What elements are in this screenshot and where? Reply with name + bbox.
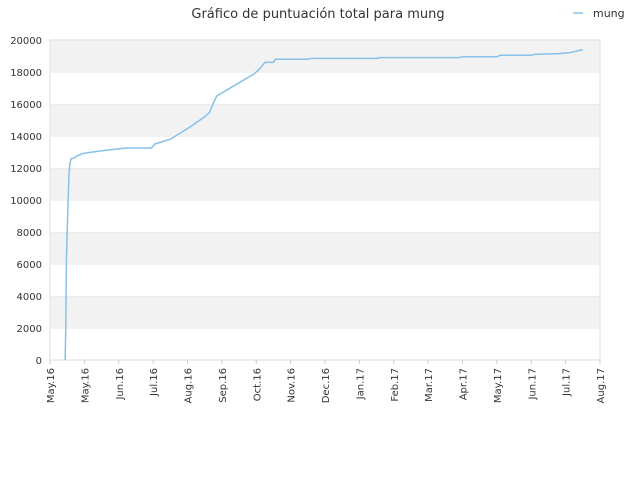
y-tick-label: 8000 (17, 228, 42, 239)
grid-band (50, 168, 600, 200)
grid-band (50, 136, 600, 168)
x-tick-label: Jun.17 (527, 368, 538, 401)
y-tick-label: 2000 (17, 324, 42, 335)
x-tick-label: Jul.16 (149, 368, 160, 397)
grid-band (50, 232, 600, 264)
y-tick-label: 0 (36, 356, 42, 367)
legend-label-mung: mung (593, 7, 625, 20)
x-tick-label: Mar.17 (424, 368, 435, 402)
grid-band (50, 264, 600, 296)
x-tick-label: Nov.16 (287, 368, 298, 403)
x-tick-label: May.16 (80, 368, 91, 403)
y-tick-label: 6000 (17, 260, 42, 271)
y-tick-label: 14000 (10, 132, 42, 143)
x-tick-label: Dec.16 (321, 368, 332, 403)
y-tick-label: 18000 (10, 68, 42, 79)
y-tick-label: 12000 (10, 164, 42, 175)
y-tick-label: 20000 (10, 36, 42, 47)
grid-band (50, 296, 600, 328)
x-tick-label: Aug.17 (596, 368, 607, 403)
grid-band (50, 104, 600, 136)
x-tick-label: Oct.16 (252, 368, 263, 401)
y-tick-label: 16000 (10, 100, 42, 111)
chart-title: Gráfico de puntuación total para mung (191, 7, 444, 22)
x-tick-label: Jul.17 (562, 368, 573, 397)
y-tick-label: 10000 (10, 196, 42, 207)
y-axis: 0 2000 4000 6000 8000 10000 12000 14000 16000 180… (10, 36, 42, 367)
x-tick-label: Jan.17 (355, 368, 366, 400)
x-tick-label: Apr.17 (459, 368, 470, 400)
x-tick-label: Aug.16 (184, 368, 195, 403)
grid-band (50, 328, 600, 360)
x-axis: May.16 May.16 Jun.16 Jul.16 Aug.16 Sep.16 Oct.… (46, 360, 607, 403)
y-tick-label: 4000 (17, 292, 42, 303)
legend[interactable]: mung (573, 7, 625, 20)
x-tick-label: Sep.16 (218, 368, 229, 403)
x-tick-label: May.16 (46, 368, 57, 403)
x-tick-label: Feb.17 (390, 368, 401, 402)
x-tick-label: Jun.16 (115, 368, 126, 401)
grid-band (50, 200, 600, 232)
x-tick-label: May.17 (493, 368, 504, 403)
plot-background-bands (50, 39, 600, 360)
series-line-mung (64, 48, 583, 361)
grid-band (50, 72, 600, 104)
grid-band (50, 40, 600, 72)
